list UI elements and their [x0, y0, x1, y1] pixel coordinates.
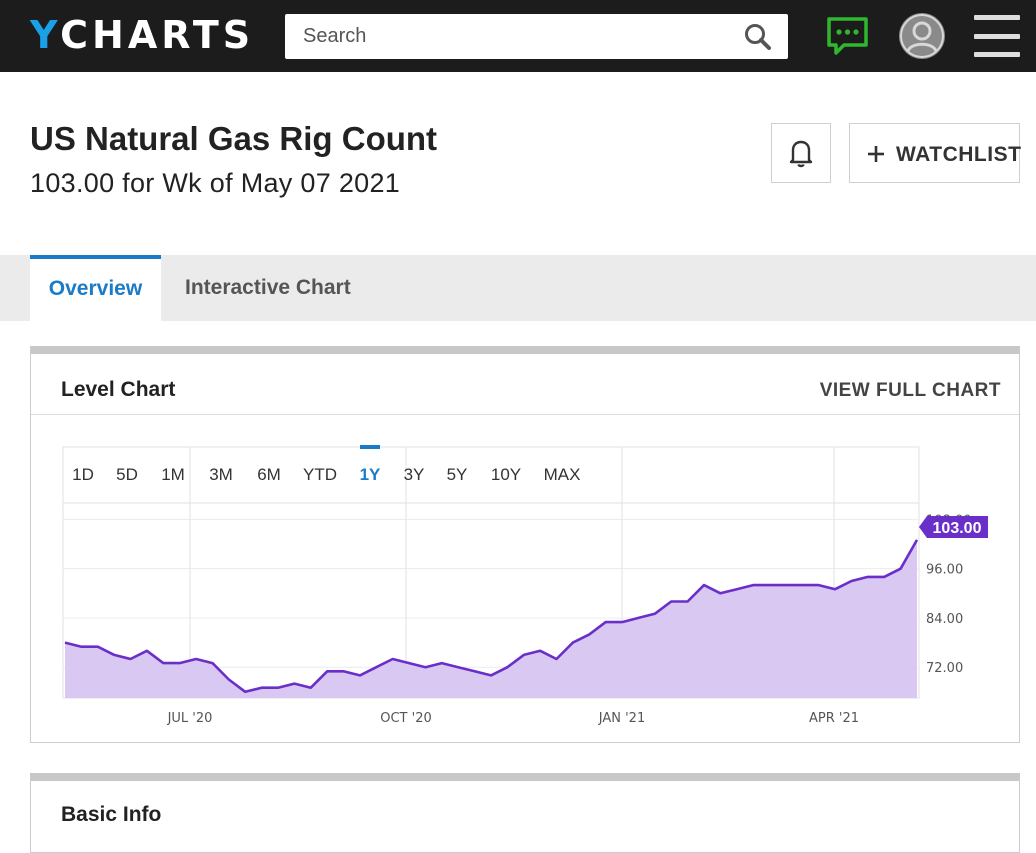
card-title: Level Chart	[61, 378, 176, 401]
range-selected-indicator	[360, 445, 380, 449]
tab-bar: Overview Interactive Chart	[0, 255, 1036, 321]
search-input[interactable]	[285, 14, 725, 59]
x-tick-label: JAN '21	[598, 711, 645, 726]
y-tick-label: 72.00	[926, 661, 963, 676]
view-full-chart-link[interactable]: VIEW FULL CHART	[819, 380, 1001, 401]
bell-icon	[789, 140, 813, 168]
range-button-1y[interactable]: 1Y	[360, 465, 381, 484]
top-nav: YCHARTS	[0, 0, 1036, 72]
chat-icon[interactable]	[826, 16, 870, 58]
x-tick-label: JUL '20	[167, 711, 213, 726]
range-button-3y[interactable]: 3Y	[404, 465, 425, 484]
y-tick-label: 84.00	[926, 612, 963, 627]
alert-button[interactable]	[771, 123, 831, 183]
plus-icon	[866, 139, 886, 169]
x-tick-label: OCT '20	[380, 711, 432, 726]
basic-info-card: Basic Info	[30, 773, 1020, 853]
x-tick-label: APR '21	[809, 711, 859, 726]
range-button-5d[interactable]: 5D	[116, 465, 138, 484]
divider	[31, 414, 1019, 415]
range-button-6m[interactable]: 6M	[257, 465, 281, 484]
tab-overview[interactable]: Overview	[30, 255, 161, 321]
card-title: Basic Info	[61, 803, 162, 826]
page-title: US Natural Gas Rig Count	[30, 120, 438, 157]
last-value-label: 103.00	[933, 520, 982, 537]
series-line	[64, 539, 919, 694]
range-button-3m[interactable]: 3M	[209, 465, 233, 484]
range-button-1d[interactable]: 1D	[72, 465, 94, 484]
tab-interactive-chart[interactable]: Interactive Chart	[185, 276, 351, 299]
range-button-1m[interactable]: 1M	[161, 465, 185, 484]
search-box	[285, 14, 788, 59]
y-tick-label: 96.00	[926, 563, 963, 578]
series-area	[65, 539, 917, 698]
ycharts-logo[interactable]: YCHARTS	[30, 13, 255, 57]
range-button-max[interactable]: MAX	[544, 465, 581, 484]
add-to-watchlist-button[interactable]: WATCHLIST	[849, 123, 1022, 183]
latest-value-subtitle: 103.00 for Wk of May 07 2021	[30, 168, 401, 198]
watchlist-label: WATCHLIST	[896, 143, 1022, 166]
range-button-5y[interactable]: 5Y	[447, 465, 468, 484]
range-button-ytd[interactable]: YTD	[303, 465, 337, 484]
hamburger-menu-icon[interactable]	[974, 14, 1020, 58]
range-button-10y[interactable]: 10Y	[491, 465, 521, 484]
search-icon[interactable]	[744, 23, 774, 51]
user-avatar-icon[interactable]	[899, 13, 945, 59]
last-value-flag	[919, 516, 988, 538]
